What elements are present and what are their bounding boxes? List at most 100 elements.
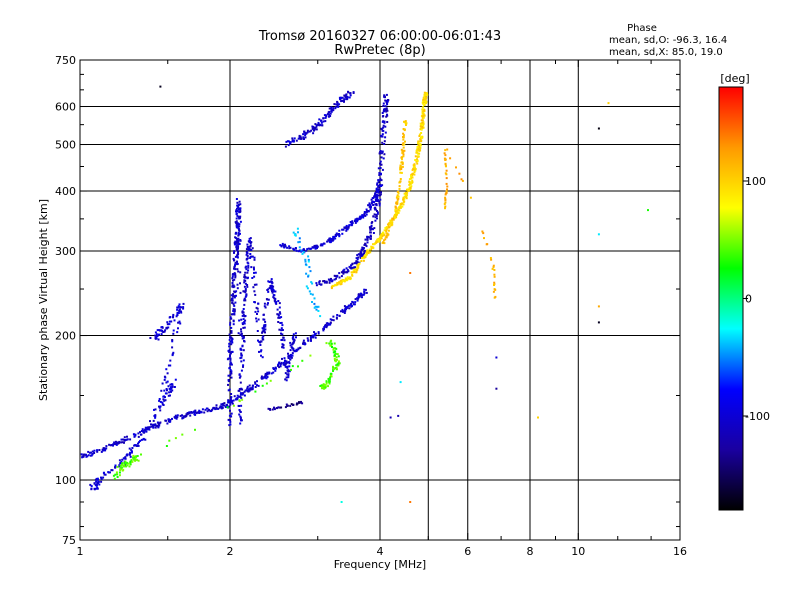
echo-point bbox=[254, 293, 257, 296]
echo-point bbox=[424, 93, 427, 96]
echo-point bbox=[352, 271, 354, 274]
echo-point bbox=[268, 372, 271, 375]
echo-point bbox=[380, 237, 383, 240]
echo-point bbox=[118, 474, 121, 477]
echo-point bbox=[274, 369, 277, 372]
echo-point bbox=[344, 308, 347, 311]
echo-point bbox=[288, 365, 291, 368]
echo-point bbox=[381, 168, 384, 171]
echo-point bbox=[251, 277, 254, 279]
echo-point bbox=[376, 182, 379, 185]
echo-point bbox=[419, 149, 422, 152]
echo-point bbox=[373, 213, 376, 216]
echo-point bbox=[256, 313, 258, 315]
echo-point bbox=[251, 247, 254, 250]
echo-point bbox=[380, 156, 383, 159]
echo-point bbox=[418, 133, 421, 136]
echo-point bbox=[395, 207, 398, 210]
echo-point bbox=[179, 322, 182, 325]
echo-point bbox=[406, 191, 409, 194]
echo-point bbox=[342, 99, 345, 102]
echo-point bbox=[266, 289, 269, 291]
echo-point bbox=[130, 451, 133, 454]
echo-point bbox=[376, 194, 379, 197]
echo-point bbox=[349, 277, 352, 280]
echo-point bbox=[103, 471, 105, 474]
echo-point bbox=[104, 473, 107, 476]
echo-point bbox=[238, 413, 241, 416]
echo-point bbox=[383, 239, 385, 242]
echo-point bbox=[305, 285, 308, 288]
echo-point bbox=[314, 247, 317, 250]
echo-point bbox=[273, 294, 276, 297]
echo-point bbox=[174, 437, 177, 440]
echo-point bbox=[236, 238, 239, 240]
echo-point bbox=[338, 229, 341, 232]
echo-point bbox=[350, 271, 353, 274]
echo-point bbox=[373, 207, 376, 210]
echo-point bbox=[381, 120, 384, 123]
echo-point bbox=[304, 260, 307, 263]
echo-point bbox=[130, 449, 133, 452]
echo-point bbox=[386, 234, 389, 237]
echo-point bbox=[236, 397, 239, 400]
echo-point bbox=[256, 307, 259, 310]
echo-point bbox=[399, 166, 402, 169]
echo-point bbox=[340, 501, 343, 503]
echo-point bbox=[325, 114, 328, 117]
echo-point bbox=[293, 233, 296, 236]
echo-point bbox=[189, 414, 192, 417]
echo-point bbox=[97, 482, 99, 485]
echo-point bbox=[421, 126, 424, 128]
echo-point bbox=[344, 96, 347, 99]
echo-point bbox=[88, 451, 91, 454]
echo-point bbox=[263, 302, 266, 305]
echo-point bbox=[240, 369, 243, 372]
echo-point bbox=[360, 252, 363, 255]
echo-point bbox=[344, 226, 346, 229]
echo-point bbox=[333, 342, 336, 345]
echo-point bbox=[318, 118, 321, 121]
echo-point bbox=[378, 152, 381, 155]
echo-point bbox=[235, 244, 238, 247]
echo-point bbox=[376, 200, 379, 202]
echo-point bbox=[267, 290, 270, 293]
echo-point bbox=[263, 318, 266, 321]
echo-point bbox=[313, 334, 316, 337]
echo-point bbox=[242, 337, 245, 339]
echo-point bbox=[265, 382, 268, 385]
echo-point bbox=[281, 338, 284, 341]
echo-point bbox=[178, 308, 181, 311]
echo-point bbox=[167, 420, 170, 423]
echo-point bbox=[178, 303, 181, 306]
echo-point bbox=[254, 386, 257, 388]
echo-point bbox=[492, 290, 495, 293]
echo-point bbox=[239, 207, 242, 210]
echo-point bbox=[237, 240, 240, 243]
echo-point bbox=[394, 205, 397, 208]
echo-point bbox=[350, 305, 353, 307]
echo-point bbox=[174, 378, 177, 381]
echo-point bbox=[200, 411, 203, 414]
echo-point bbox=[331, 279, 334, 282]
echo-point bbox=[181, 416, 184, 419]
echo-point bbox=[421, 119, 424, 122]
echo-point bbox=[285, 140, 288, 143]
echo-point bbox=[331, 109, 334, 112]
colorbar-tick-label: 100 bbox=[745, 175, 766, 188]
echo-point bbox=[285, 403, 288, 406]
echo-point bbox=[87, 450, 90, 453]
echo-point bbox=[287, 357, 290, 359]
echo-point bbox=[236, 240, 238, 243]
echo-point bbox=[292, 248, 295, 251]
echo-point bbox=[264, 331, 266, 334]
echo-point bbox=[288, 245, 291, 248]
echo-point bbox=[307, 260, 310, 263]
echo-point bbox=[396, 194, 399, 197]
echo-point bbox=[421, 111, 424, 113]
echo-point bbox=[240, 328, 242, 331]
echo-point bbox=[291, 352, 294, 355]
echo-point bbox=[121, 438, 124, 441]
echo-point bbox=[362, 256, 365, 259]
echo-point bbox=[254, 382, 257, 385]
